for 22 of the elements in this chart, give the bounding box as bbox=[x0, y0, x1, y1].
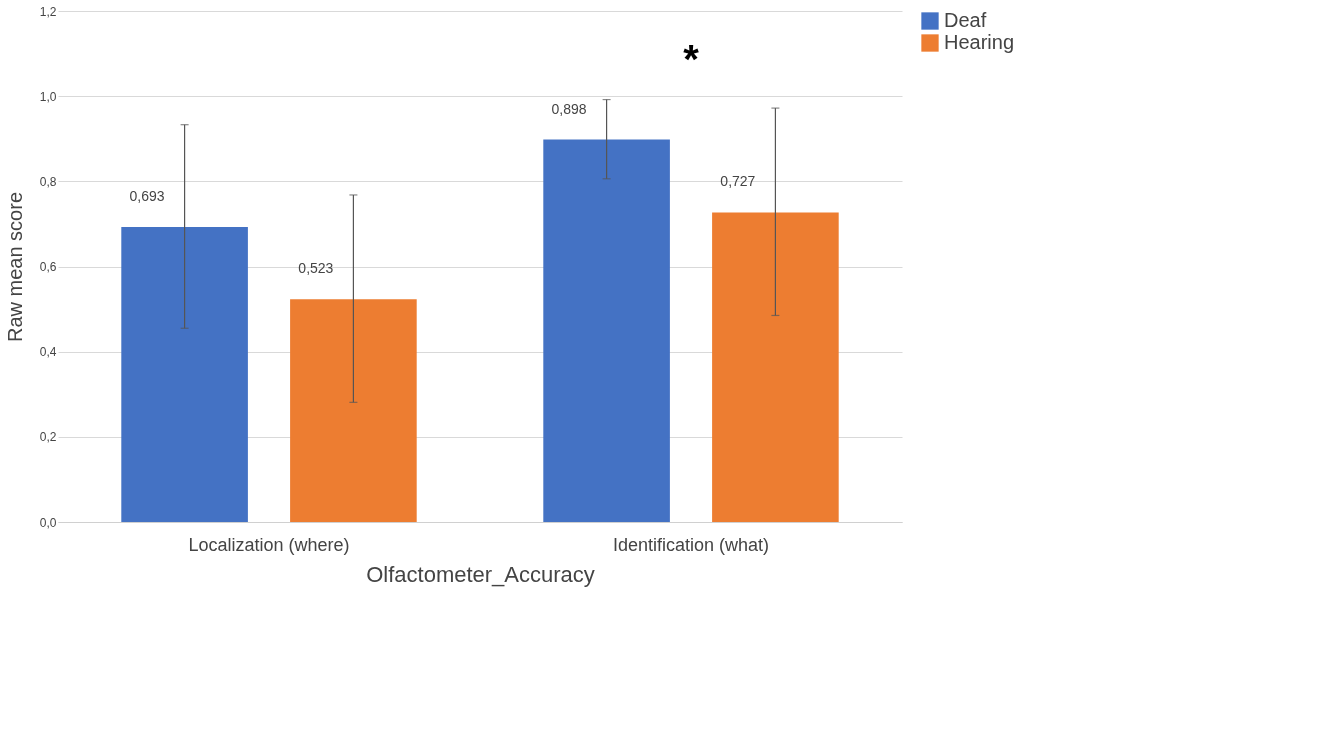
y-tick-label: 0,0 bbox=[39, 515, 57, 530]
data-label: 0,727 bbox=[720, 173, 756, 190]
y-tick-label: 0,2 bbox=[39, 430, 57, 445]
bar bbox=[121, 226, 248, 522]
legend-label: Hearing bbox=[944, 31, 1015, 53]
y-axis-title: Raw mean score bbox=[3, 191, 26, 343]
bar bbox=[290, 299, 417, 522]
data-label: 0,693 bbox=[129, 187, 165, 204]
bar bbox=[712, 212, 839, 522]
bar bbox=[543, 139, 670, 522]
data-label: 0,523 bbox=[298, 260, 334, 277]
legend-label: Deaf bbox=[944, 9, 987, 31]
y-tick-label: 1,2 bbox=[39, 4, 57, 19]
annotation: * bbox=[683, 37, 700, 81]
y-tick-label: 0,6 bbox=[39, 260, 57, 274]
x-axis-title: Olfactometer_Accuracy bbox=[366, 561, 595, 587]
y-tick-label: 1,0 bbox=[39, 89, 57, 104]
y-tick-label: 0,4 bbox=[39, 345, 57, 360]
data-label: 0,898 bbox=[551, 100, 587, 117]
x-tick-label: Identification (what) bbox=[612, 534, 770, 555]
y-tick-label: 0,8 bbox=[39, 174, 57, 189]
x-tick-label: Localization (where) bbox=[188, 534, 350, 555]
